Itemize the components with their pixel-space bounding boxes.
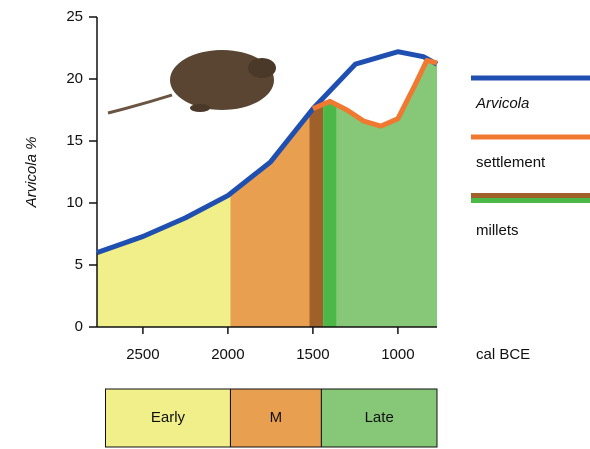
y-tick-label: 10 — [66, 194, 83, 211]
y-axis-label: Arvicola % — [23, 137, 40, 209]
shaded-area — [230, 113, 310, 327]
legend-label: Arvicola — [475, 95, 529, 112]
y-tick-label: 20 — [66, 70, 83, 87]
x-tick-label: 1500 — [296, 346, 329, 363]
period-label: Late — [365, 409, 394, 426]
x-tick-label: 2000 — [211, 346, 244, 363]
period-label: Early — [151, 409, 186, 426]
period-label: M — [270, 409, 283, 426]
x-tick-label: 2500 — [126, 346, 159, 363]
x-tick-label: 1000 — [381, 346, 414, 363]
legend-label: settlement — [476, 154, 546, 171]
shaded-area — [309, 104, 324, 328]
line-series — [311, 57, 438, 129]
period-box — [105, 388, 231, 448]
line-series — [96, 49, 439, 255]
vole-illustration — [107, 50, 276, 115]
y-tick-label: 0 — [75, 318, 83, 335]
shaded-area — [336, 60, 437, 327]
legend-label: millets — [476, 222, 519, 239]
period-box — [320, 388, 438, 448]
legend-swatch — [471, 198, 590, 203]
period-box — [229, 388, 322, 448]
shading — [97, 60, 437, 328]
legend-swatch — [471, 193, 590, 198]
shaded-area — [323, 101, 337, 327]
x-axis-label: cal BCE — [476, 346, 530, 363]
y-tick-label: 25 — [66, 8, 83, 25]
y-tick-label: 15 — [66, 132, 83, 149]
shaded-area — [97, 193, 231, 327]
y-tick-label: 5 — [75, 256, 83, 273]
